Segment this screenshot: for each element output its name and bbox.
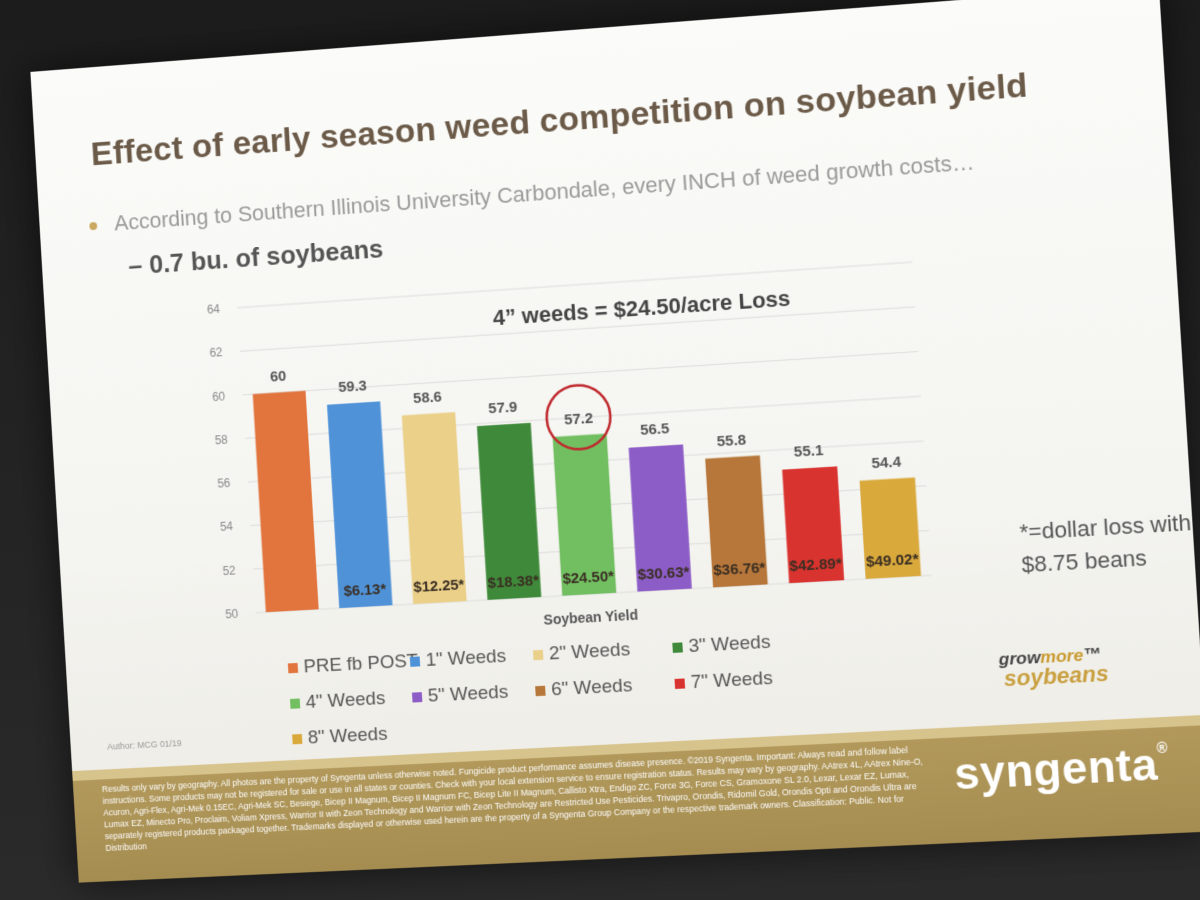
y-tick-label: 60 [212,389,226,404]
data-label: 56.5 [640,421,670,439]
legend-label: 8" Weeds [307,724,388,749]
legend-swatch-icon [290,698,300,708]
footnote-note: *=dollar loss with $8.75 beans [1019,506,1199,581]
legend-swatch-icon [535,686,546,696]
legend-label: 5" Weeds [427,682,508,707]
loss-label: $6.13* [343,582,387,600]
legend-item: 8" Weeds [292,724,388,751]
loss-label: $42.89* [789,556,843,575]
data-label: 59.3 [338,378,367,396]
loss-label: $18.38* [487,573,539,592]
legend-label: 6" Weeds [551,675,633,700]
bar [402,412,467,604]
legend-swatch-icon [412,692,422,702]
loss-label: $12.25* [413,577,465,596]
data-label: 57.2 [564,410,594,428]
data-label: 55.1 [793,443,823,461]
y-tick-label: 52 [222,563,236,578]
y-tick-label: 64 [207,302,221,317]
legend-label: 1" Weeds [425,646,506,671]
x-axis-label: Soybean Yield [543,607,638,628]
y-tick-label: 50 [225,607,239,622]
legend-swatch-icon [533,650,544,660]
data-label: 55.8 [716,432,746,450]
loss-label: $24.50* [562,569,615,588]
legend-label: 3" Weeds [688,632,771,657]
syngenta-logo: syngenta® [953,739,1171,800]
legend-swatch-icon [672,642,683,653]
data-label: 54.4 [871,454,902,472]
data-label: 57.9 [488,400,518,418]
growmore-soybeans-logo: growmore™ soybeans [998,644,1109,692]
bar [327,401,392,608]
loss-label: $49.02* [866,552,920,571]
bar [253,391,319,612]
legend-label: 2" Weeds [548,639,630,664]
legend-swatch-icon [292,734,302,744]
y-tick-label: 58 [214,432,228,447]
legal-disclaimer: Results only vary by geography. All phot… [102,743,937,854]
y-tick-label: 62 [209,345,223,360]
loss-label: $36.76* [713,560,766,579]
y-tick-label: 56 [217,476,231,491]
legend-label: 4" Weeds [305,688,386,713]
legend-swatch-icon [675,678,686,689]
projected-slide: Effect of early season weed competition … [30,0,1200,883]
legend-swatch-icon [410,656,420,666]
data-label: 60 [270,368,287,385]
legend-label: 7" Weeds [690,668,773,693]
legend-swatch-icon [288,663,298,673]
y-tick-label: 54 [220,520,234,535]
data-label: 58.6 [413,389,443,407]
loss-label: $30.63* [637,564,690,583]
